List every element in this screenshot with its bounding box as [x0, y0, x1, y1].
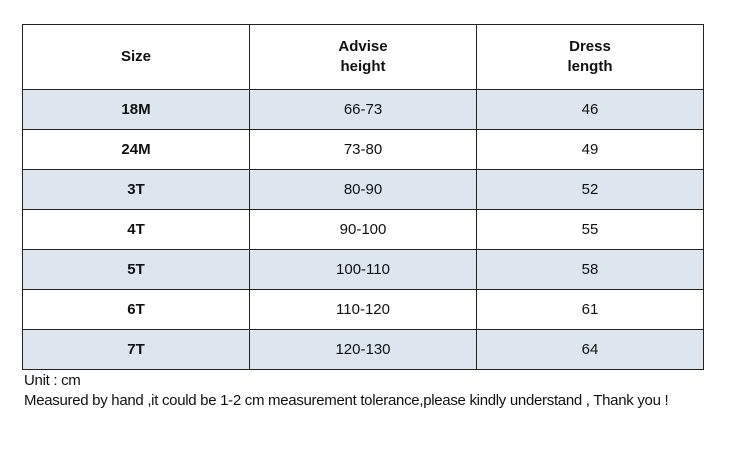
tolerance-note: Measured by hand ,it could be 1-2 cm mea… — [24, 392, 669, 409]
table-cell: 5T — [22, 249, 250, 290]
table-cell: 66-73 — [249, 89, 477, 130]
unit-note: Unit : cm — [24, 372, 81, 389]
table-cell: 4T — [22, 209, 250, 250]
table-cell: 61 — [476, 289, 704, 330]
header-cell: Dress length — [476, 24, 704, 90]
table-cell: 55 — [476, 209, 704, 250]
header-row: Size Advise height Dress length — [22, 24, 704, 90]
table-row: 24M 73-80 49 — [22, 129, 704, 170]
table-cell: 24M — [22, 129, 250, 170]
table-cell: 90-100 — [249, 209, 477, 250]
table-cell: 46 — [476, 89, 704, 130]
table-cell: 49 — [476, 129, 704, 170]
table-row: 7T 120-130 64 — [22, 329, 704, 370]
table-cell: 73-80 — [249, 129, 477, 170]
table-cell: 110-120 — [249, 289, 477, 330]
table-row: 3T 80-90 52 — [22, 169, 704, 210]
header-cell: Advise height — [249, 24, 477, 90]
header-text: Dress length — [567, 38, 613, 75]
header-text: Advise height — [338, 38, 388, 75]
size-table: Size Advise height Dress length 18M 66-73… — [22, 24, 704, 370]
table-cell: 3T — [22, 169, 250, 210]
table-cell: 80-90 — [249, 169, 477, 210]
table-cell: 7T — [22, 329, 250, 370]
table-row: 6T 110-120 61 — [22, 289, 704, 330]
table-cell: 52 — [476, 169, 704, 210]
header-cell: Size — [22, 24, 250, 90]
table-row: 18M 66-73 46 — [22, 89, 704, 130]
table-cell: 6T — [22, 289, 250, 330]
table-cell: 100-110 — [249, 249, 477, 290]
header-text: Size — [120, 48, 151, 65]
table-cell: 120-130 — [249, 329, 477, 370]
table-row: 5T 100-110 58 — [22, 249, 704, 290]
table-cell: 18M — [22, 89, 250, 130]
table-cell: 58 — [476, 249, 704, 290]
table-row: 4T 90-100 55 — [22, 209, 704, 250]
table-cell: 64 — [476, 329, 704, 370]
